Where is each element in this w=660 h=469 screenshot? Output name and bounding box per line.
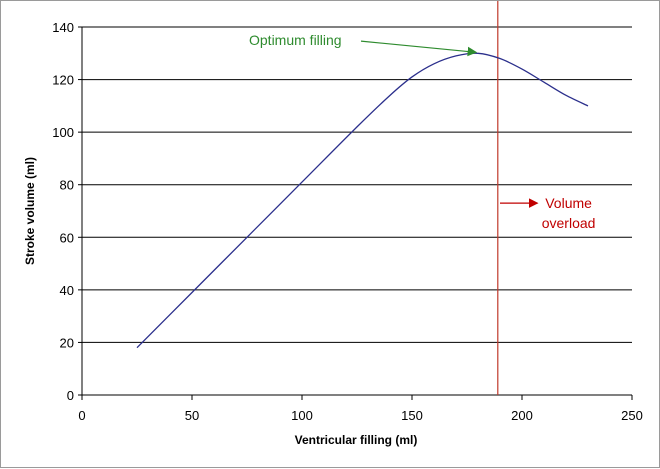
y-axis-title: Stroke volume (ml) <box>23 157 37 265</box>
annotation-layer: Optimum filling Volume overload <box>249 32 595 231</box>
y-tick-label-80: 80 <box>60 178 74 193</box>
y-tick-label-20: 20 <box>60 335 74 350</box>
y-tick-label-140: 140 <box>52 20 74 35</box>
grid-layer <box>82 26 632 343</box>
volume-overload-label-line1: Volume <box>545 195 592 211</box>
series-line-0 <box>136 52 589 349</box>
x-tick-label-150: 150 <box>401 408 423 423</box>
y-tick-label-40: 40 <box>60 283 74 298</box>
axis-layer: 0 20 40 60 80 100 120 140 0 50 100 150 200 250 <box>52 20 643 423</box>
optimum-filling-arrow <box>360 40 478 57</box>
y-tick-label-100: 100 <box>52 125 74 140</box>
x-tick-label-50: 50 <box>185 408 199 423</box>
x-tick-label-250: 250 <box>621 408 643 423</box>
x-tick-label-200: 200 <box>511 408 533 423</box>
x-tick-label-0: 0 <box>78 408 85 423</box>
series-layer <box>136 1 589 395</box>
volume-overload-label-line2: overload <box>542 215 596 231</box>
optimum-filling-label: Optimum filling <box>249 32 342 48</box>
x-tick-label-100: 100 <box>291 408 313 423</box>
y-tick-label-0: 0 <box>67 388 74 403</box>
y-tick-label-120: 120 <box>52 73 74 88</box>
x-axis-title: Ventricular filling (ml) <box>295 433 418 447</box>
y-tick-label-60: 60 <box>60 230 74 245</box>
